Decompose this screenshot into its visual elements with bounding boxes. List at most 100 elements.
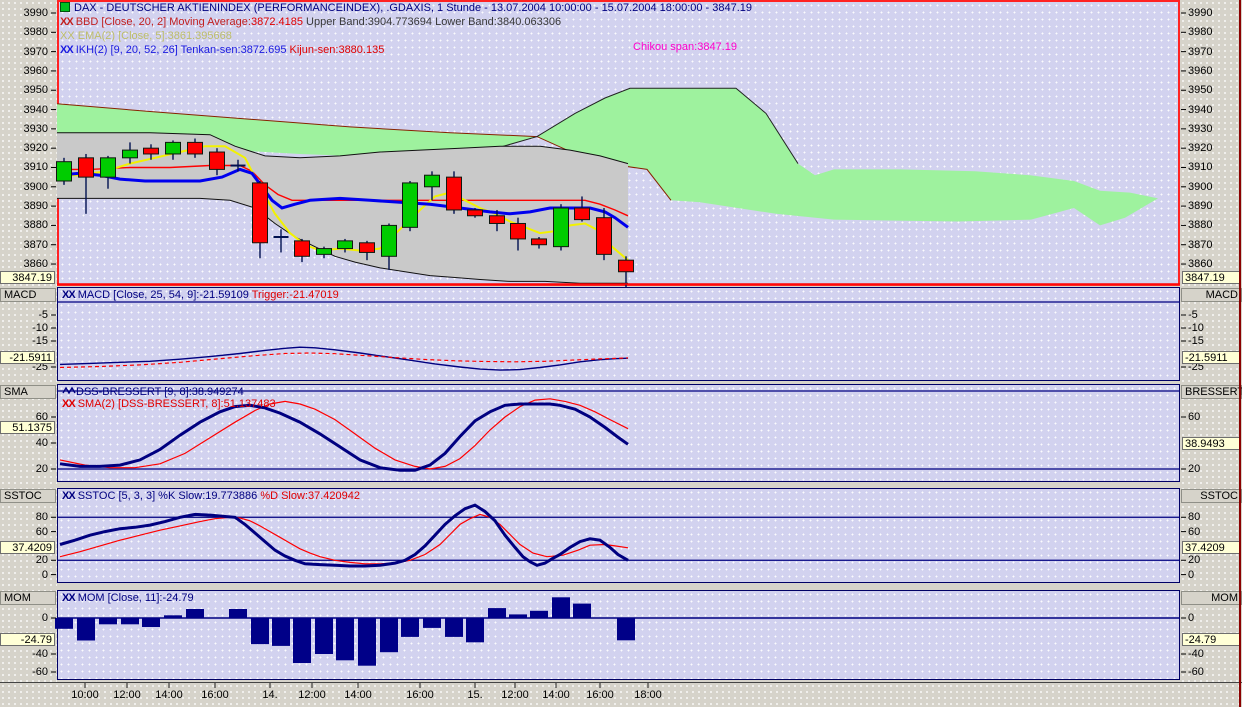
price-tick-right: 3950 (1188, 84, 1213, 97)
time-tick-label: 14:00 (155, 689, 183, 701)
candle-down (78, 157, 94, 178)
ichimoku-cloud (57, 88, 1158, 226)
price-tick-right: 3960 (1188, 64, 1213, 77)
instrument-icon (60, 2, 70, 12)
mom-bar (315, 618, 333, 654)
dss-bressert-panel[interactable] (57, 384, 1180, 482)
current-price-right: 3847.19 (1182, 271, 1240, 284)
time-axis: 10:00 12:00 14:00 16:00 14. 12:00 14:00 16:00 15… (0, 682, 1242, 707)
dss-tick-right: 20 (1188, 463, 1201, 475)
candle-up (381, 224, 397, 257)
sstoc-panel-label-left[interactable]: SSTOC (0, 489, 56, 503)
candle-down (596, 217, 612, 255)
dss-tick-left: 20 (35, 463, 48, 475)
mom-bar (466, 618, 484, 643)
price-tick-left: 3950 (23, 84, 48, 97)
mom-bar (164, 615, 182, 618)
dss-panel-label-right[interactable]: BRESSERT (1181, 385, 1242, 399)
mom-indicator-icon: XX (62, 592, 76, 604)
dss-indicator-icon (62, 386, 76, 398)
bbd-indicator-icon: XX (60, 16, 74, 28)
bbd-label: BBD [Close, 20, 2] Moving Average: (75, 16, 251, 28)
mom-bar (488, 608, 506, 618)
candle-down (467, 209, 483, 217)
macd-tick-right: -5 (1188, 309, 1198, 321)
mom-value-right: -24.79 (1182, 633, 1240, 646)
macd-panel-label-left[interactable]: MACD (0, 288, 56, 302)
dss-sma-legend: XX SMA(2) [DSS-BRESSERT, 8]:51.137483 (62, 398, 276, 410)
macd-tick-right: -10 (1188, 322, 1204, 334)
candle-down (618, 259, 634, 273)
price-tick-left: 3870 (23, 238, 48, 251)
macd-panel[interactable] (57, 287, 1180, 381)
price-tick-left: 3990 (23, 7, 48, 19)
candle-down (252, 182, 268, 244)
mom-panel-label-left[interactable]: MOM (0, 591, 56, 605)
price-tick-right: 3860 (1188, 258, 1213, 271)
mom-bar (121, 618, 139, 625)
price-tick-left: 3930 (23, 122, 48, 135)
sstoc-tick-right: 80 (1188, 511, 1201, 524)
candle-down (294, 240, 310, 257)
macd-legend: XX MACD [Close, 25, 54, 9]:-21.59109 Trig… (62, 289, 339, 301)
mom-legend: XX MOM [Close, 11]:-24.79 (62, 592, 194, 604)
mom-label: MOM [Close, 11]:-24.79 (77, 592, 194, 604)
macd-tick-right: -25 (1188, 361, 1204, 373)
price-tick-left: 3890 (23, 200, 48, 213)
chikou-span-label: Chikou span:3847.19 (633, 41, 737, 53)
sstoc-indicator-icon: XX (62, 490, 76, 502)
senkou-span-a-line (56, 103, 672, 201)
price-tick-left: 3960 (23, 64, 48, 77)
mom-tick-left: -60 (32, 666, 48, 678)
bollinger-band-area (57, 132, 628, 284)
time-tick-label: 14. (262, 689, 278, 701)
price-tick-left: 3860 (23, 258, 48, 271)
macd-tick-right: -15 (1188, 335, 1204, 347)
window-edge (1239, 0, 1241, 707)
bollinger-lower-line (57, 197, 628, 284)
time-tick-label: 10:00 (71, 689, 99, 701)
macd-trigger-line (59, 352, 629, 369)
time-tick-label: 14:00 (542, 689, 570, 701)
mom-bar (272, 618, 290, 646)
candle-up (56, 161, 72, 182)
mom-bar (552, 597, 570, 618)
candle-down (359, 242, 375, 253)
mom-bar (530, 610, 548, 618)
mom-bar (401, 618, 419, 637)
dss-value-right: 38.9493 (1182, 437, 1240, 450)
candle-down (209, 151, 225, 170)
candle-up (165, 141, 181, 155)
price-tick-right: 3970 (1188, 45, 1213, 58)
macd-panel-label-right[interactable]: MACD (1181, 288, 1242, 302)
mom-panel-label-right[interactable]: MOM (1181, 591, 1242, 605)
macd-trigger-label: Trigger:-21.47019 (251, 289, 339, 301)
candle-up (424, 174, 440, 188)
price-tick-right: 3910 (1188, 161, 1213, 174)
dss-tick-right: 60 (1188, 411, 1201, 423)
time-tick-label: 12:00 (113, 689, 141, 701)
macd-indicator-icon: XX (62, 289, 76, 301)
dss-panel-label-left[interactable]: SMA (0, 385, 56, 399)
ikh-indicator-icon: XX (60, 44, 74, 56)
mom-bar (55, 618, 73, 629)
mom-bar (142, 618, 160, 627)
candle-down (574, 207, 590, 221)
mom-bar (509, 614, 527, 618)
sstoc-panel[interactable] (57, 488, 1180, 583)
ikh-overlay-legend: XX IKH(2) [9, 20, 52, 26] Tenkan-sen:3872… (60, 44, 384, 56)
dss-sma-value-left: 51.1375 (0, 421, 55, 434)
macd-tick-left: -25 (32, 361, 48, 373)
mom-tick-right: -60 (1188, 666, 1204, 678)
price-tick-right: 3870 (1188, 238, 1213, 251)
candle-down (446, 176, 462, 211)
sstoc-tick-left: 80 (35, 511, 48, 524)
time-tick-label: 16:00 (586, 689, 614, 701)
macd-label: MACD [Close, 25, 54, 9]:-21.59109 (77, 289, 252, 301)
time-tick-label: 16:00 (406, 689, 434, 701)
candle-down (187, 141, 203, 155)
price-tick-right: 3940 (1188, 103, 1213, 116)
price-tick-left: 3900 (23, 180, 48, 193)
sstoc-panel-label-right[interactable]: SSTOC (1181, 489, 1242, 503)
